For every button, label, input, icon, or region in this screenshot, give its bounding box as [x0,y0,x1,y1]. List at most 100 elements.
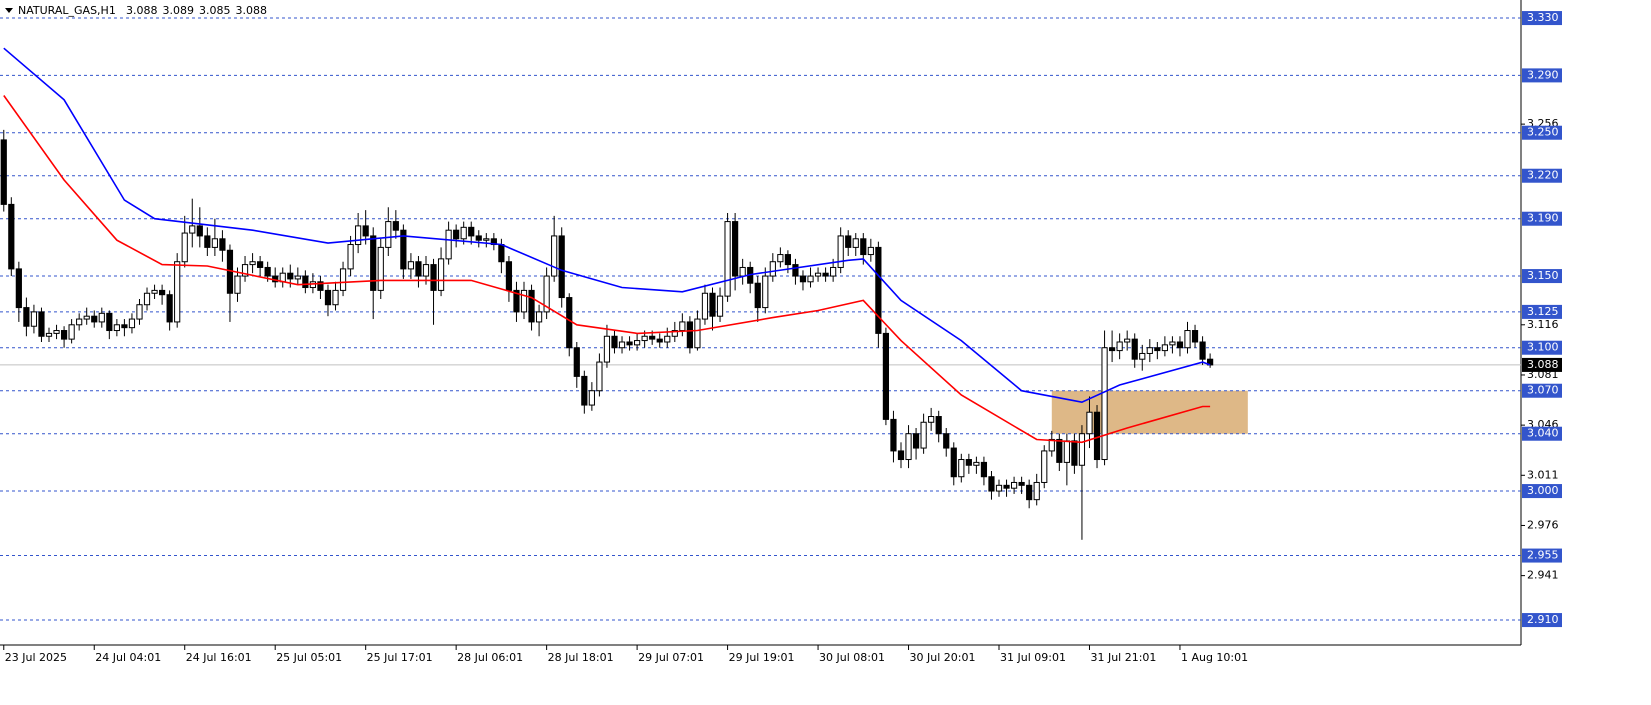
candle-body [716,295,724,317]
y-tick-label: 3.011 [1527,468,1559,481]
level-label: 3.040 [1527,427,1559,440]
candle-body [784,254,791,266]
level-label: 3.125 [1527,305,1559,318]
candle-body [754,282,761,309]
level-label: 3.290 [1527,68,1559,81]
candle-body [1026,484,1033,501]
candle-body [106,312,113,332]
candle-body [234,275,241,294]
x-tick-label: 24 Jul 04:01 [95,651,161,664]
level-label: 3.250 [1527,126,1559,139]
candle-body [686,321,693,349]
candle-body [166,294,173,323]
candle-body [407,261,415,270]
candle-body [392,221,399,231]
candle-body [1176,341,1184,349]
candle-body [91,315,98,323]
candle-body [83,315,90,320]
candle-body [113,324,120,332]
level-label-box [1522,269,1562,284]
candle-body [370,235,377,291]
x-tick-label: 28 Jul 06:01 [457,651,523,664]
candle-body [76,318,83,326]
candle-body [1184,330,1191,349]
candle-body [830,266,837,277]
candle-body [98,312,105,323]
x-tick-label: 23 Jul 2025 [5,651,67,664]
level-label-box [1522,125,1562,140]
candle-body [249,261,256,266]
candle-body [45,332,53,337]
x-tick-label: 1 Aug 10:01 [1181,651,1248,664]
candle-body [60,330,68,340]
candle-body [845,235,852,248]
candle-body [347,244,354,270]
x-tick-label: 29 Jul 19:01 [729,651,795,664]
candle-body [1056,438,1063,463]
x-tick-label: 25 Jul 05:01 [276,651,342,664]
candle-body [1131,338,1138,360]
candle-body [15,268,22,309]
candle-body [626,341,633,346]
candle-body [324,289,332,306]
candle-body [769,261,776,277]
candle-body [1154,347,1161,352]
candle-body [664,335,671,343]
candle-body [603,335,611,363]
candle-body [943,433,950,449]
header-value: 3.085 [199,4,231,17]
level-label: 3.070 [1527,384,1559,397]
candle-body [701,292,709,320]
candle-body [875,246,882,334]
price-label-box [1522,357,1562,372]
level-label-box [1522,340,1562,355]
candle-body [136,304,143,320]
candle-body [634,340,641,346]
candle-body [762,275,769,309]
candle-body [121,324,128,329]
candle-body [68,324,75,340]
candle-body [588,390,595,406]
candle-body [211,238,218,248]
candle-body [1146,347,1153,354]
candle-body [905,433,912,461]
level-label-box [1522,426,1562,441]
candle-body [475,235,482,241]
x-tick-label: 31 Jul 21:01 [1090,651,1156,664]
x-tick-label: 29 Jul 07:01 [638,651,704,664]
candle-body [498,244,505,263]
candle-body [1078,433,1086,466]
price-label: 3.088 [1527,358,1559,371]
candle-body [1010,481,1018,489]
candle-body [181,232,188,263]
candle-body [362,225,369,237]
candle-body [196,225,203,237]
candle-body [483,238,490,241]
candle-body [852,238,859,248]
header-value: 3.088 [126,4,158,17]
candle-body [671,330,678,337]
candle-body [453,229,460,240]
candle-body [1048,438,1055,452]
candle-body [151,289,158,294]
candle-body [528,289,535,323]
zone [1051,390,1248,434]
x-tick-label: 28 Jul 18:01 [548,651,614,664]
candle-body [377,246,384,291]
level-label-box [1522,383,1562,398]
x-tick-label: 25 Jul 17:01 [367,651,433,664]
candle-body [912,433,920,449]
level-label-box [1522,168,1562,183]
candle-body [385,221,392,248]
candle-body [543,275,550,313]
level-label-box [1522,548,1562,563]
candle-body [860,238,867,256]
candle-body [445,229,452,260]
candle-body [837,235,844,268]
candle-body [950,447,957,478]
candle-body [618,341,626,349]
x-tick-label: 30 Jul 20:01 [910,651,976,664]
candle-body [257,261,264,268]
level-label: 3.150 [1527,269,1559,282]
